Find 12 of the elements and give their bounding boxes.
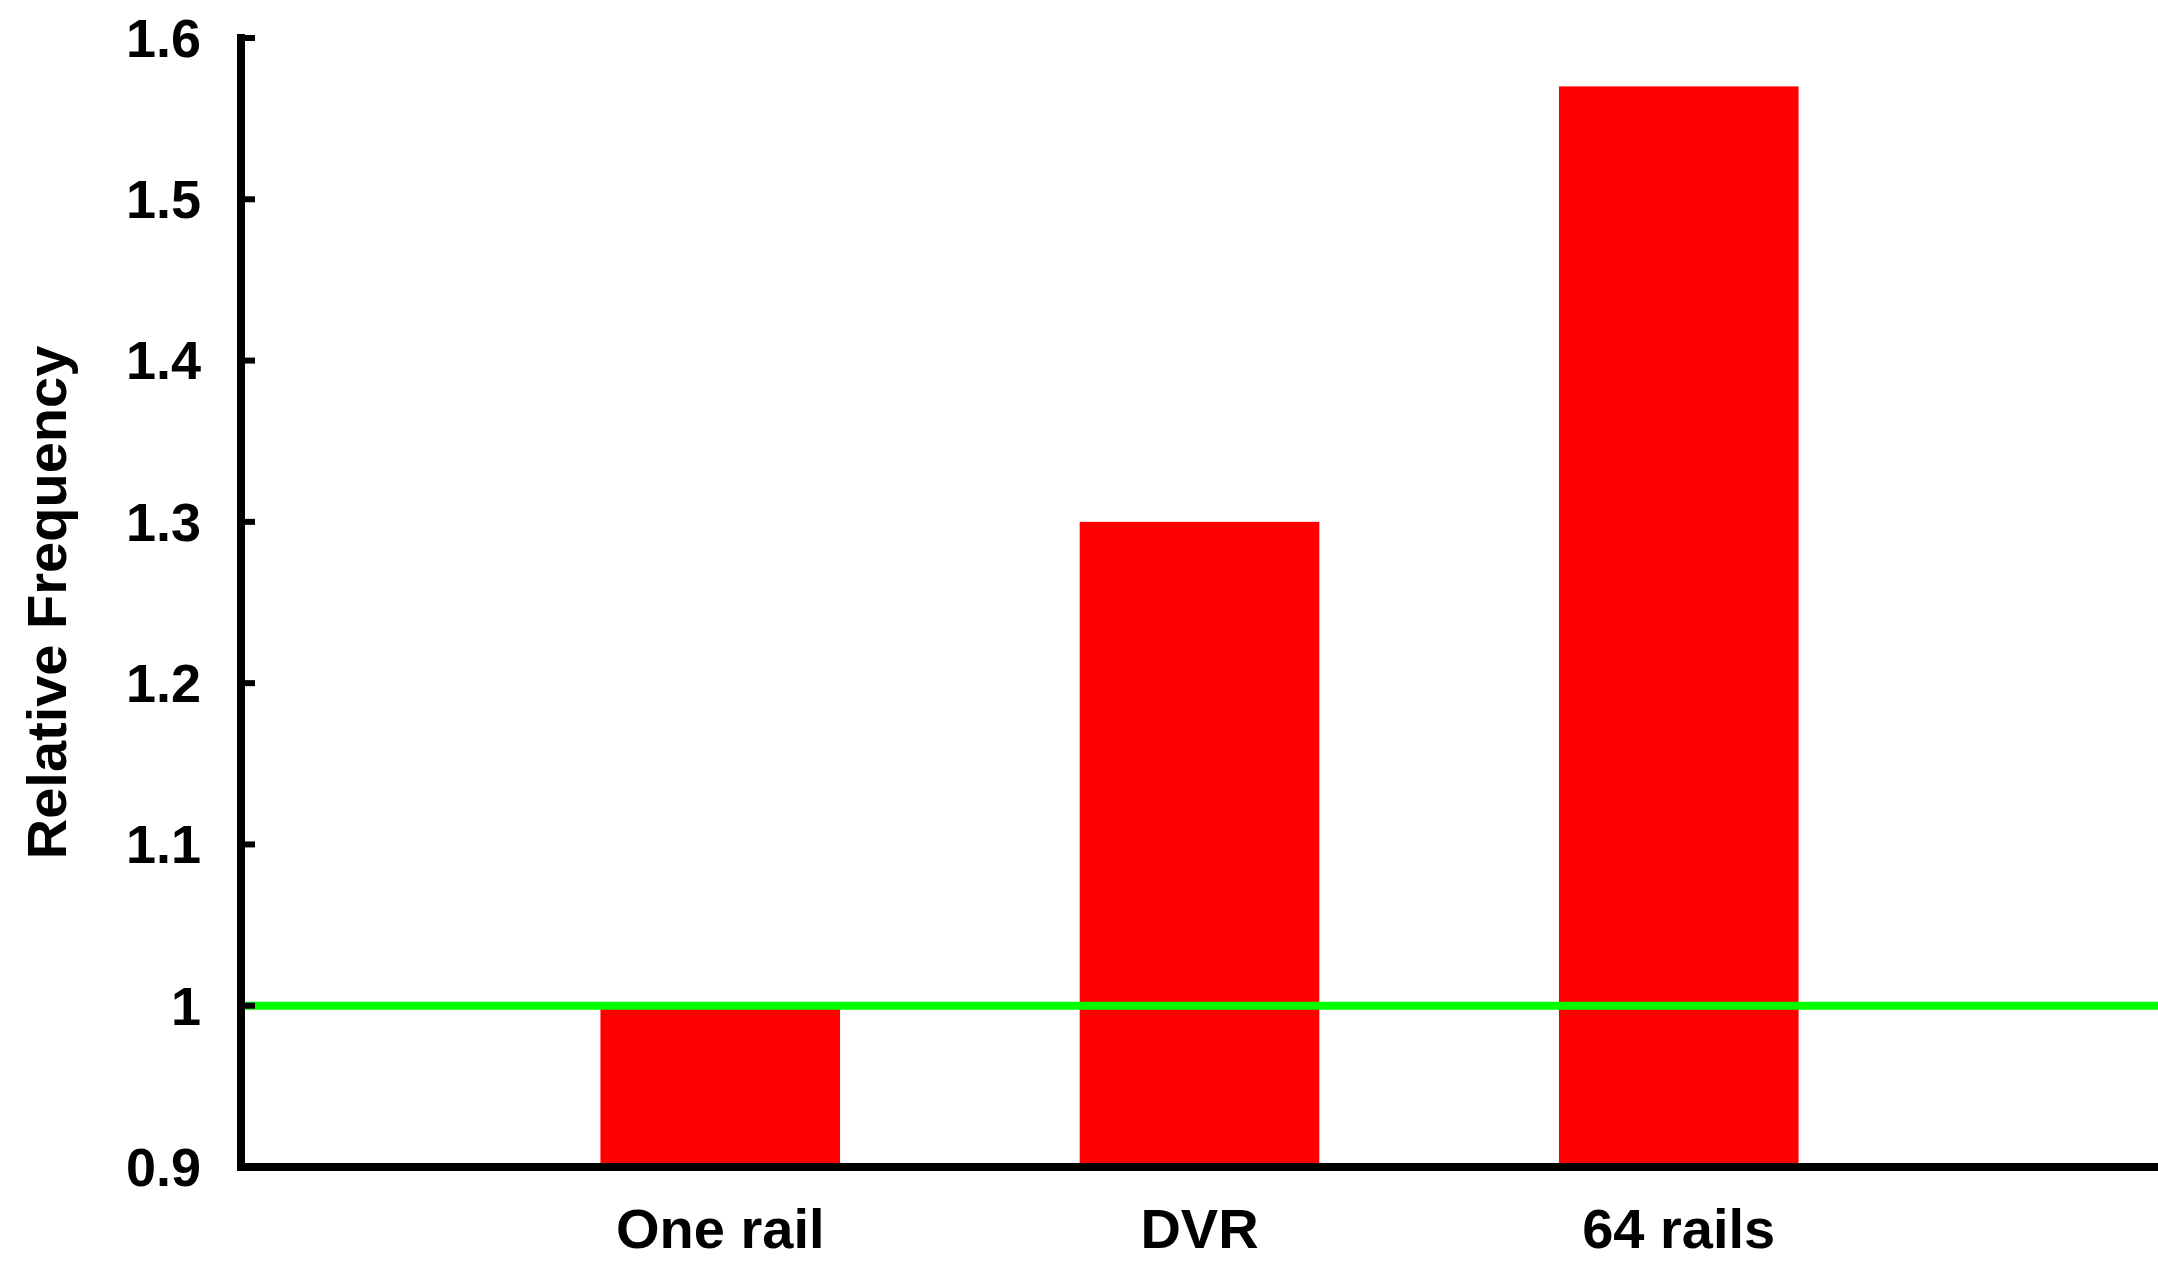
y-tick-label: 0.9 (125, 1136, 201, 1197)
y-axis-title: Relative Frequency (15, 345, 78, 860)
x-tick-label: 64 rails (1582, 1197, 1776, 1260)
y-tick-label: 1.1 (125, 814, 201, 875)
y-tick-label: 1.2 (125, 653, 201, 714)
x-tick-label: One rail (615, 1197, 825, 1260)
y-tick-label: 1.5 (125, 169, 201, 230)
x-tick-label: DVR (1140, 1197, 1259, 1260)
y-tick-label: 1.3 (125, 491, 201, 552)
y-tick-label: 1 (170, 975, 201, 1036)
y-tick-label: 1.4 (125, 330, 201, 391)
y-tick-label: 1.6 (125, 7, 201, 68)
